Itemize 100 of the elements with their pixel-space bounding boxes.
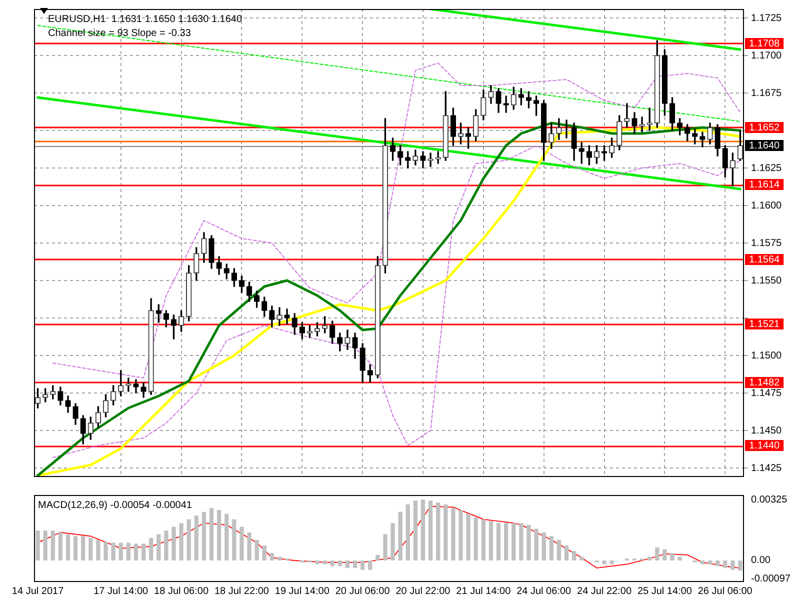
x-tick-label: 19 Jul 14:00 bbox=[274, 586, 330, 597]
y-tick-label: 1.1500 bbox=[751, 350, 782, 362]
bar bbox=[723, 560, 728, 568]
bar bbox=[738, 560, 742, 571]
bar bbox=[610, 560, 614, 564]
candlestick bbox=[624, 103, 630, 128]
bar bbox=[715, 560, 720, 566]
bar bbox=[156, 534, 161, 560]
bar bbox=[368, 560, 372, 570]
x-tick-label: 14 Jul 2017 bbox=[12, 586, 64, 597]
bar bbox=[556, 540, 562, 560]
x-tick-label: 18 Jul 06:00 bbox=[154, 586, 209, 597]
text: EURUSD,H1 1.1631 1.1650 1.1630 1.1640 bbox=[48, 14, 242, 25]
bar bbox=[270, 553, 274, 560]
bar bbox=[202, 512, 206, 560]
bar bbox=[504, 523, 508, 560]
bar bbox=[572, 551, 576, 560]
y-tick-label: 1.1725 bbox=[751, 12, 782, 24]
bar bbox=[474, 517, 478, 560]
bar bbox=[390, 523, 395, 560]
bar bbox=[66, 534, 70, 560]
bar bbox=[58, 532, 63, 560]
bar bbox=[678, 556, 682, 560]
bar bbox=[186, 519, 191, 560]
bar bbox=[179, 523, 184, 560]
x-tick-label: 18 Jul 22:00 bbox=[214, 586, 270, 597]
x-tick-label: 24 Jul 22:00 bbox=[577, 586, 632, 597]
bar bbox=[88, 538, 93, 560]
bar bbox=[277, 556, 282, 560]
bar bbox=[670, 553, 674, 560]
bar bbox=[43, 530, 48, 560]
ref-line-label: 1.1440 bbox=[749, 440, 780, 452]
x-tick-label: 24 Jul 06:00 bbox=[516, 586, 572, 597]
y-tick-label: 1.1450 bbox=[751, 425, 782, 436]
ref-line-label: 1.1708 bbox=[749, 38, 780, 50]
bar bbox=[216, 510, 222, 560]
bar bbox=[352, 560, 358, 568]
ref-line-label: 1.1614 bbox=[749, 179, 780, 190]
bar bbox=[240, 526, 244, 560]
bar bbox=[104, 542, 108, 560]
bar bbox=[81, 536, 86, 560]
bar bbox=[526, 524, 531, 560]
bar bbox=[398, 512, 402, 560]
bar bbox=[111, 542, 116, 560]
y-tick-label: 1.1600 bbox=[751, 200, 782, 212]
bar bbox=[428, 500, 433, 560]
bar bbox=[345, 560, 350, 568]
bar bbox=[126, 542, 130, 560]
y-tick-label: 1.1575 bbox=[751, 238, 782, 249]
x-tick-label: 20 Jul 22:00 bbox=[396, 586, 451, 597]
bar bbox=[700, 560, 705, 564]
bar bbox=[360, 560, 365, 570]
bar bbox=[542, 532, 546, 560]
bar bbox=[330, 560, 334, 566]
bar bbox=[164, 530, 168, 560]
ref-line-label: 1.1564 bbox=[749, 254, 780, 266]
bar bbox=[406, 504, 410, 560]
bar bbox=[322, 560, 327, 564]
x-tick-label: 20 Jul 06:00 bbox=[335, 586, 390, 597]
bar bbox=[466, 514, 470, 560]
bar bbox=[662, 549, 667, 560]
bar bbox=[436, 502, 440, 560]
bar bbox=[262, 546, 266, 560]
bar bbox=[36, 530, 40, 560]
bar bbox=[118, 542, 123, 560]
y-tick-label: 1.1425 bbox=[751, 462, 782, 474]
y-tick-label: 1.1550 bbox=[751, 275, 782, 286]
bar bbox=[420, 500, 426, 560]
bar bbox=[96, 540, 100, 560]
bar bbox=[549, 536, 554, 560]
x-tick-label: 26 Jul 06:00 bbox=[698, 586, 753, 597]
bar bbox=[730, 560, 735, 570]
bar bbox=[376, 554, 380, 560]
bar bbox=[481, 519, 486, 560]
ref-line-label: 1.1652 bbox=[749, 122, 780, 134]
bar bbox=[247, 532, 252, 560]
y-tick-label: 0.00325 bbox=[751, 494, 788, 506]
bar bbox=[73, 536, 78, 560]
y-tick-label: 1.1700 bbox=[751, 50, 782, 62]
y-tick-label: 0.00 bbox=[751, 555, 771, 566]
bar bbox=[383, 534, 388, 560]
bar bbox=[209, 508, 214, 560]
y-tick-label: 1.1675 bbox=[751, 88, 782, 99]
bar bbox=[134, 544, 138, 560]
bar bbox=[512, 523, 516, 560]
bar bbox=[496, 523, 501, 560]
bar bbox=[648, 556, 652, 560]
bar bbox=[602, 560, 606, 564]
y-tick-label: -0.00097 bbox=[751, 573, 791, 584]
bar bbox=[655, 547, 660, 560]
x-tick-label: 21 Jul 14:00 bbox=[456, 586, 512, 597]
x-tick-label: 17 Jul 14:00 bbox=[94, 586, 149, 597]
bar bbox=[141, 544, 146, 560]
bar bbox=[708, 560, 712, 564]
bar bbox=[254, 540, 259, 560]
bar bbox=[172, 526, 176, 560]
bar bbox=[315, 560, 320, 564]
bar bbox=[580, 556, 584, 560]
y-tick-label: 1.1625 bbox=[751, 162, 782, 174]
bar bbox=[564, 546, 569, 560]
